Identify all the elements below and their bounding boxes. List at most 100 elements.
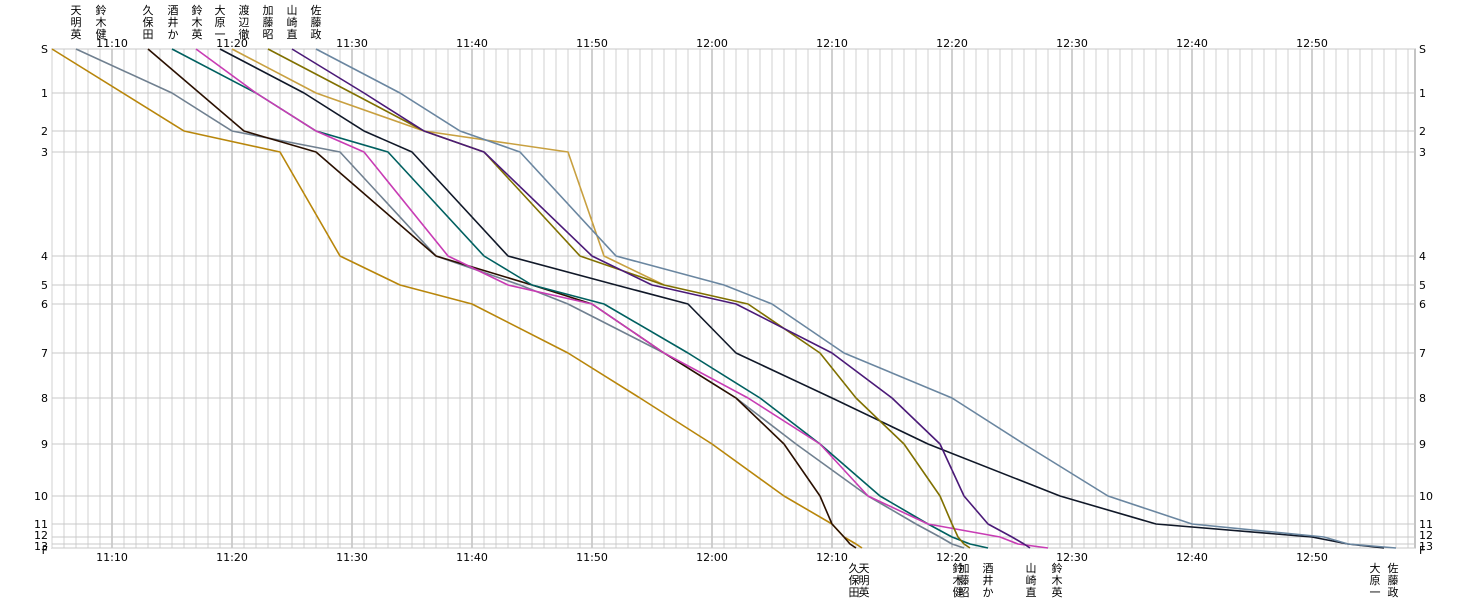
top-legend-char-1: 鈴 bbox=[96, 3, 107, 17]
x-tick-label-bottom: 11:20 bbox=[216, 551, 248, 564]
x-tick-label-top: 11:40 bbox=[456, 37, 488, 50]
y-tick-label-left: 8 bbox=[41, 392, 48, 405]
y-tick-label-left: S bbox=[41, 43, 48, 56]
end-label-char-1: 鈴 bbox=[953, 561, 964, 575]
plot-area bbox=[51, 48, 1416, 549]
end-label-char-4: 英 bbox=[1052, 585, 1063, 599]
y-tick-label-right: F bbox=[1419, 544, 1425, 557]
x-tick-label-top: 11:20 bbox=[216, 37, 248, 50]
top-legend-char-7: 加 bbox=[263, 4, 274, 17]
x-tick-label-bottom: 12:10 bbox=[816, 551, 848, 564]
y-tick-label-right: 8 bbox=[1419, 392, 1426, 405]
end-label-char-0: 英 bbox=[859, 585, 870, 599]
top-legend-char-9: 佐 bbox=[311, 3, 322, 17]
y-tick-label-left: 9 bbox=[41, 438, 48, 451]
x-tick-label-bottom: 12:50 bbox=[1296, 551, 1328, 564]
y-tick-label-right: 2 bbox=[1419, 125, 1426, 138]
y-tick-label-left: 1 bbox=[41, 87, 48, 100]
series-line-8 bbox=[291, 48, 1031, 549]
y-tick-label-left: 13 bbox=[34, 540, 48, 553]
y-tick-label-right: 9 bbox=[1419, 438, 1426, 451]
top-legend-char-4: 英 bbox=[192, 27, 203, 41]
x-tick-label-bottom: 11:40 bbox=[456, 551, 488, 564]
y-tick-label-left: 7 bbox=[41, 347, 48, 360]
x-tick-label-bottom: 11:50 bbox=[576, 551, 608, 564]
x-tick-label-top: 12:30 bbox=[1056, 37, 1088, 50]
top-legend-char-7: 藤 bbox=[263, 16, 274, 29]
end-label-char-7: 藤 bbox=[959, 574, 970, 587]
x-tick-label-top: 11:30 bbox=[336, 37, 368, 50]
y-tick-label-left: F bbox=[42, 544, 48, 557]
y-tick-label-right: 7 bbox=[1419, 347, 1426, 360]
top-legend-char-2: 保 bbox=[143, 15, 154, 29]
series-line-2 bbox=[147, 48, 857, 549]
x-tick-label-top: 11:50 bbox=[576, 37, 608, 50]
end-label-char-5: 大 bbox=[1370, 561, 1381, 575]
top-legend-char-2: 田 bbox=[143, 28, 154, 41]
x-tick-label-top: 12:50 bbox=[1296, 37, 1328, 50]
end-label-char-3: か bbox=[983, 586, 994, 599]
top-legend-char-6: 辺 bbox=[239, 16, 250, 29]
x-tick-label-top: 11:10 bbox=[96, 37, 128, 50]
top-legend-char-9: 政 bbox=[311, 27, 322, 41]
y-tick-label-left: 12 bbox=[34, 529, 48, 542]
x-tick-label-bottom: 12:40 bbox=[1176, 551, 1208, 564]
end-label-char-0: 天 bbox=[859, 562, 870, 575]
top-legend-char-4: 木 bbox=[192, 16, 203, 29]
x-tick-label-top: 12:10 bbox=[816, 37, 848, 50]
end-label-char-5: 一 bbox=[1370, 586, 1381, 599]
series-line-5 bbox=[219, 48, 1385, 549]
y-tick-label-left: 4 bbox=[41, 250, 48, 263]
top-legend-char-5: 大 bbox=[215, 3, 226, 17]
y-tick-label-left: 5 bbox=[41, 279, 48, 292]
y-tick-label-right: 13 bbox=[1419, 540, 1433, 553]
y-tick-label-right: 6 bbox=[1419, 298, 1426, 311]
top-legend-char-5: 原 bbox=[215, 16, 226, 29]
end-label-char-2: 久 bbox=[849, 562, 860, 575]
end-label-char-8: 崎 bbox=[1026, 573, 1037, 587]
end-label-char-4: 木 bbox=[1052, 574, 1063, 587]
end-label-char-3: 井 bbox=[983, 573, 994, 587]
end-label-char-8: 山 bbox=[1026, 562, 1037, 575]
top-legend-char-4: 鈴 bbox=[192, 3, 203, 17]
x-tick-label-top: 12:00 bbox=[696, 37, 728, 50]
top-legend-char-0: 明 bbox=[71, 16, 82, 29]
series-line-3 bbox=[171, 48, 989, 549]
x-tick-label-top: 12:20 bbox=[936, 37, 968, 50]
y-tick-label-right: S bbox=[1419, 43, 1426, 56]
y-tick-label-left: 6 bbox=[41, 298, 48, 311]
end-label-char-1: 健 bbox=[953, 586, 964, 599]
top-legend-char-8: 山 bbox=[287, 4, 298, 17]
series-line-4 bbox=[195, 48, 1049, 549]
end-label-char-1: 木 bbox=[953, 574, 964, 587]
top-legend-char-3: 酒 bbox=[168, 4, 179, 17]
end-label-char-9: 佐 bbox=[1388, 561, 1399, 575]
end-label-char-7: 昭 bbox=[959, 586, 970, 599]
top-legend-char-5: 一 bbox=[215, 28, 226, 41]
series-line-9 bbox=[315, 48, 1397, 549]
end-label-char-2: 保 bbox=[849, 573, 860, 587]
y-tick-label-right: 3 bbox=[1419, 146, 1426, 159]
y-tick-label-left: 2 bbox=[41, 125, 48, 138]
y-tick-label-right: 10 bbox=[1419, 490, 1433, 503]
end-label-char-0: 明 bbox=[859, 574, 870, 587]
end-label-char-7: 加 bbox=[959, 562, 970, 575]
y-tick-label-left: 11 bbox=[34, 518, 48, 531]
top-legend-char-8: 直 bbox=[287, 27, 298, 41]
top-legend-char-1: 健 bbox=[96, 28, 107, 41]
end-label-char-5: 原 bbox=[1370, 574, 1381, 587]
y-tick-label-left: 3 bbox=[41, 146, 48, 159]
top-legend-char-6: 徹 bbox=[239, 27, 250, 41]
top-legend-char-9: 藤 bbox=[311, 16, 322, 29]
y-tick-label-right: 12 bbox=[1419, 529, 1433, 542]
x-tick-label-bottom: 12:20 bbox=[936, 551, 968, 564]
x-tick-label-bottom: 12:30 bbox=[1056, 551, 1088, 564]
top-legend-char-8: 崎 bbox=[287, 15, 298, 29]
top-legend-char-6: 渡 bbox=[239, 3, 250, 17]
y-tick-label-right: 1 bbox=[1419, 87, 1426, 100]
series-line-6 bbox=[231, 48, 665, 286]
y-tick-label-right: 4 bbox=[1419, 250, 1426, 263]
y-tick-label-left: 10 bbox=[34, 490, 48, 503]
